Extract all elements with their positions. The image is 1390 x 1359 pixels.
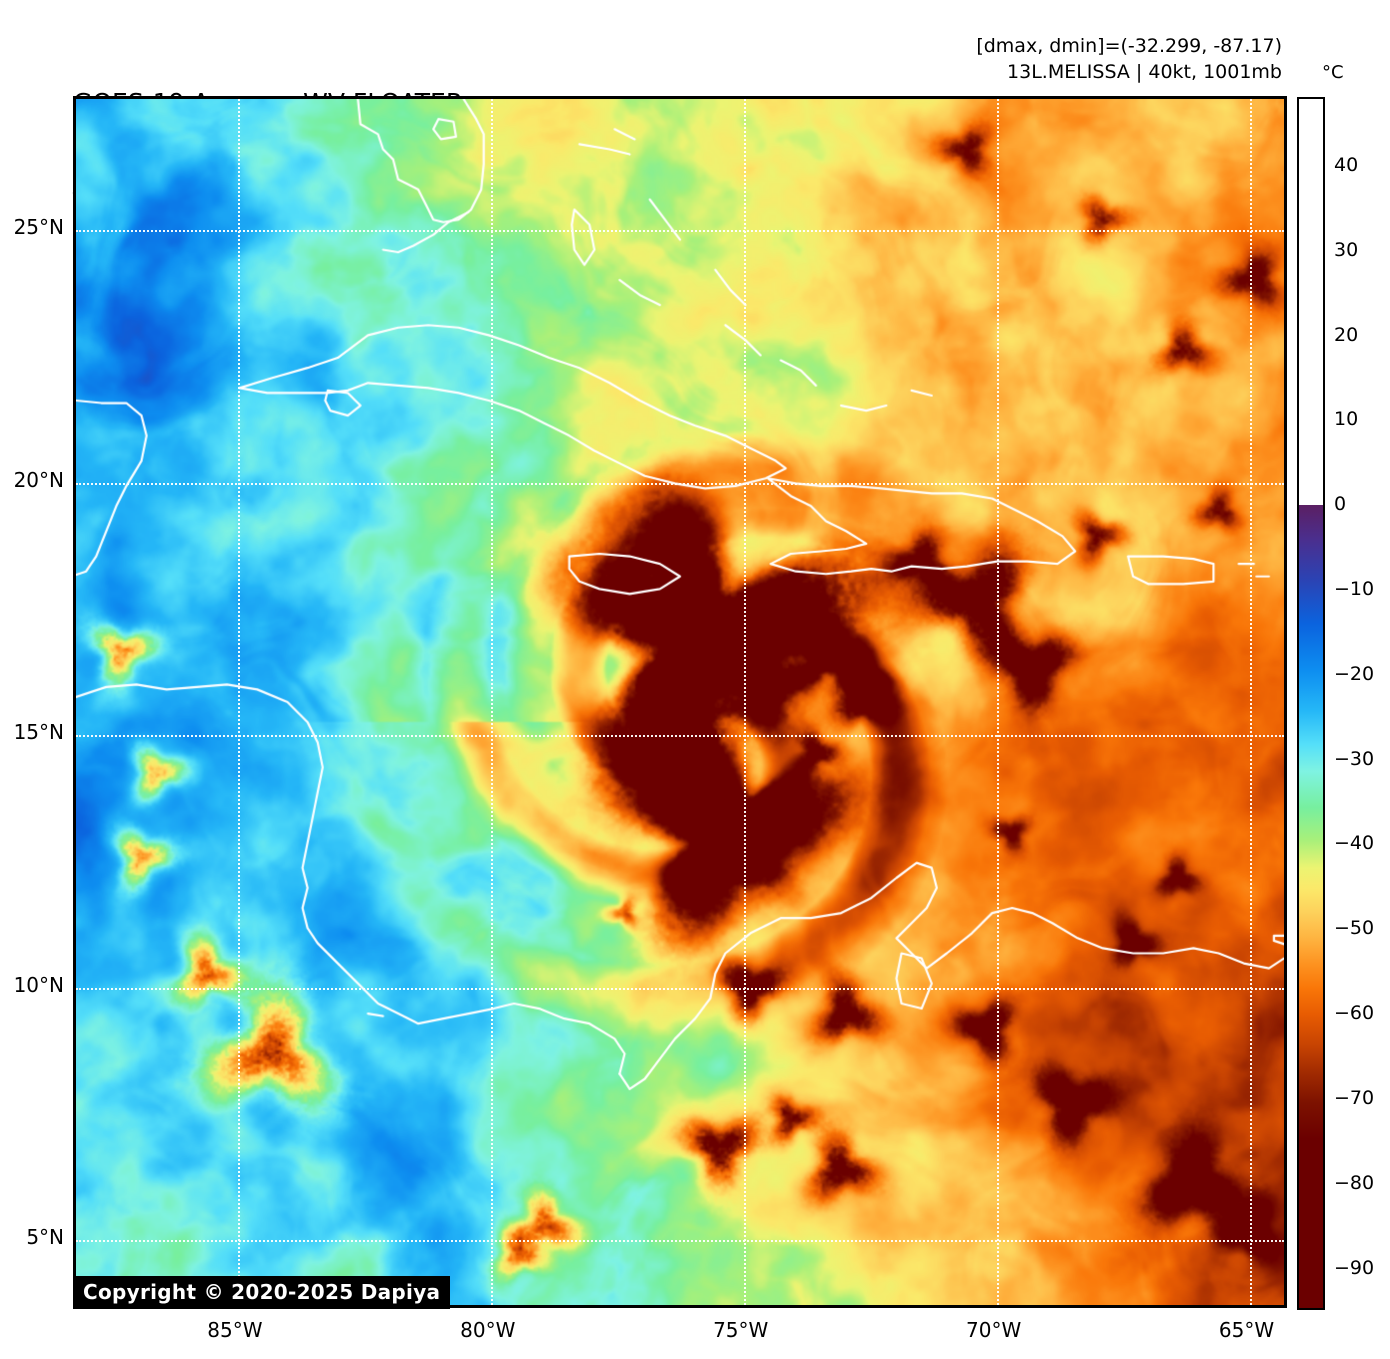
longitude-tick-label: 65°W [1218,1318,1275,1342]
satellite-imagery-canvas [76,99,1284,1305]
latitude-tick-label: 15°N [13,720,64,745]
colorbar-tick: −70 [1334,1086,1375,1109]
colorbar-tick: −90 [1334,1256,1375,1279]
colorbar-tick: −60 [1334,1002,1375,1025]
colorbar-gradient [1299,99,1323,1308]
latitude-tick-label: 25°N [13,215,64,240]
colorbar-tick: −40 [1334,832,1375,855]
latitude-tick-label: 20°N [13,467,64,492]
longitude-tick-label: 70°W [965,1318,1022,1342]
dminmax-label: [dmax, dmin]=(-32.299, -87.17) [976,35,1282,57]
colorbar-tick: 20 [1334,323,1359,346]
colorbar-tick: −80 [1334,1171,1375,1194]
metadata-block: [dmax, dmin]=(-32.299, -87.17) 13L.MELIS… [976,33,1282,85]
temperature-colorbar[interactable] [1297,97,1325,1310]
colorbar-tick: 0 [1334,493,1347,516]
colorbar-tick: −20 [1334,662,1375,685]
longitude-tick-label: 75°W [713,1318,769,1342]
satellite-map[interactable] [73,96,1287,1308]
colorbar-tick: −30 [1334,747,1375,770]
latitude-tick-label: 5°N [26,1225,64,1250]
latitude-tick-label: 10°N [13,972,64,997]
colorbar-unit-label: °C [1322,62,1344,83]
storm-info-label: 13L.MELISSA | 40kt, 1001mb [1007,61,1282,83]
colorbar-tick: −10 [1334,577,1375,600]
colorbar-tick: 10 [1334,408,1359,431]
longitude-tick-label: 85°W [207,1318,263,1342]
colorbar-tick: 40 [1334,153,1359,176]
colorbar-tick: 30 [1334,238,1359,261]
longitude-tick-label: 80°W [460,1318,516,1342]
copyright-watermark: Copyright © 2020-2025 Dapiya [73,1276,451,1309]
colorbar-tick: −50 [1334,917,1375,940]
